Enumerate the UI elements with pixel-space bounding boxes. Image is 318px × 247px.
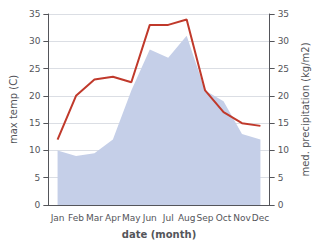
svg-text:35: 35 xyxy=(278,9,289,19)
svg-text:Jul: Jul xyxy=(162,213,174,223)
svg-text:20: 20 xyxy=(278,91,290,101)
svg-text:max temp (C): max temp (C) xyxy=(8,75,19,144)
svg-text:med. precipitation (kg/m2): med. precipitation (kg/m2) xyxy=(300,42,311,176)
svg-text:Nov: Nov xyxy=(233,213,251,223)
svg-text:5: 5 xyxy=(35,173,41,183)
svg-text:date (month): date (month) xyxy=(122,229,196,240)
svg-text:15: 15 xyxy=(29,118,40,128)
svg-text:0: 0 xyxy=(278,200,284,210)
svg-text:Jan: Jan xyxy=(50,213,65,223)
svg-text:25: 25 xyxy=(278,64,289,74)
svg-text:15: 15 xyxy=(278,118,289,128)
svg-text:35: 35 xyxy=(29,9,40,19)
svg-text:Jun: Jun xyxy=(142,213,157,223)
svg-text:Apr: Apr xyxy=(105,213,121,223)
svg-text:10: 10 xyxy=(278,145,290,155)
svg-text:0: 0 xyxy=(35,200,41,210)
svg-text:Feb: Feb xyxy=(68,213,84,223)
svg-text:20: 20 xyxy=(29,91,41,101)
svg-text:5: 5 xyxy=(278,173,284,183)
svg-text:Oct: Oct xyxy=(216,213,232,223)
svg-text:Sep: Sep xyxy=(197,213,214,223)
svg-text:Aug: Aug xyxy=(178,213,196,223)
svg-text:10: 10 xyxy=(29,145,41,155)
svg-text:30: 30 xyxy=(29,36,41,46)
svg-text:Dec: Dec xyxy=(252,213,269,223)
svg-text:May: May xyxy=(122,213,141,223)
svg-text:25: 25 xyxy=(29,64,40,74)
svg-text:30: 30 xyxy=(278,36,290,46)
svg-text:Mar: Mar xyxy=(86,213,103,223)
